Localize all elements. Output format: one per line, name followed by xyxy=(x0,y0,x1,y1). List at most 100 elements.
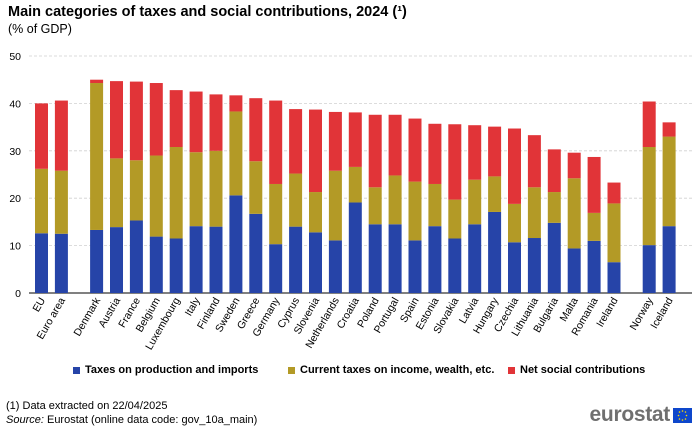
bar-germany-series-0 xyxy=(269,244,283,293)
bar-hungary-series-2 xyxy=(488,126,502,177)
x-tick-label: Denmark xyxy=(72,295,104,339)
bar-eu-series-0 xyxy=(35,233,48,293)
bar-romania-series-2 xyxy=(587,156,601,213)
y-axis-ticks: 0 10 20 30 40 50 xyxy=(9,51,21,300)
bar-finland-series-1 xyxy=(209,150,223,227)
bar-netherlands-series-0 xyxy=(328,240,342,293)
bar-greece-series-2 xyxy=(249,98,263,162)
source-text: Eurostat (online data code: gov_10a_main… xyxy=(43,414,258,426)
bar-croatia-series-2 xyxy=(348,112,362,167)
bar-spain-series-1 xyxy=(408,181,422,241)
bar-netherlands-series-1 xyxy=(328,170,342,241)
bar-france-series-2 xyxy=(129,81,143,161)
bar-belgium-series-0 xyxy=(149,236,163,293)
bar-romania-series-0 xyxy=(587,240,601,293)
bar-cyprus-series-0 xyxy=(289,226,303,293)
bar-bulgaria-series-2 xyxy=(547,149,561,193)
bar-luxembourg-series-1 xyxy=(169,147,183,239)
legend: Taxes on production and imports Current … xyxy=(0,364,700,380)
bar-sweden-series-0 xyxy=(229,195,243,293)
bars xyxy=(35,79,676,293)
bar-greece-series-1 xyxy=(249,161,263,214)
bar-sweden-series-1 xyxy=(229,111,243,196)
x-tick-label: EU xyxy=(30,296,48,315)
bar-czechia-series-0 xyxy=(508,242,521,293)
bar-cyprus-series-1 xyxy=(289,173,303,227)
bar-iceland-series-1 xyxy=(662,136,676,227)
legend-item-production: Taxes on production and imports xyxy=(73,364,258,376)
bar-czechia-series-2 xyxy=(508,128,521,204)
bar-ireland-series-2 xyxy=(607,182,621,204)
footnote: (1) Data extracted on 22/04/2025 xyxy=(6,400,168,412)
bar-france-series-0 xyxy=(129,220,143,293)
bar-ireland-series-0 xyxy=(607,262,621,293)
bar-croatia-series-1 xyxy=(348,166,362,203)
legend-swatch-social xyxy=(508,366,515,374)
bar-portugal-series-2 xyxy=(388,114,402,176)
bar-italy-series-2 xyxy=(189,91,203,153)
bar-hungary-series-0 xyxy=(488,211,502,293)
legend-label-income: Current taxes on income, wealth, etc. xyxy=(300,364,495,376)
source-label: Source: xyxy=(6,414,44,426)
y-tick-label: 20 xyxy=(9,193,21,205)
bar-belgium-series-1 xyxy=(149,155,163,237)
bar-germany-series-2 xyxy=(269,100,283,184)
bar-latvia-series-2 xyxy=(468,125,482,180)
bar-lithuania-series-2 xyxy=(527,135,541,188)
bar-belgium-series-2 xyxy=(149,83,163,156)
bar-france-series-1 xyxy=(129,160,143,221)
bar-netherlands-series-2 xyxy=(328,111,342,171)
chart-subtitle: (% of GDP) xyxy=(8,22,72,36)
bar-bulgaria-series-0 xyxy=(547,222,561,293)
bar-romania-series-1 xyxy=(587,212,601,241)
bar-greece-series-0 xyxy=(249,213,263,293)
source-line: Source: Eurostat (online data code: gov_… xyxy=(6,414,257,426)
y-tick-label: 0 xyxy=(15,288,21,300)
bar-denmark-series-2 xyxy=(90,79,104,84)
bar-ireland-series-1 xyxy=(607,203,621,263)
bar-slovenia-series-1 xyxy=(309,192,322,233)
bar-iceland-series-2 xyxy=(662,122,676,137)
legend-item-income: Current taxes on income, wealth, etc. xyxy=(288,364,494,376)
bar-cyprus-series-2 xyxy=(289,109,303,174)
bar-luxembourg-series-2 xyxy=(169,90,183,148)
y-tick-label: 40 xyxy=(9,98,21,110)
chart-title: Main categories of taxes and social cont… xyxy=(8,4,407,20)
bar-slovenia-series-0 xyxy=(309,232,322,293)
y-tick-label: 50 xyxy=(9,51,21,63)
bar-malta-series-0 xyxy=(567,248,581,293)
bar-estonia-series-0 xyxy=(428,226,442,293)
bar-poland-series-2 xyxy=(368,114,382,188)
bar-latvia-series-0 xyxy=(468,224,482,293)
bar-hungary-series-1 xyxy=(488,176,502,212)
bar-malta-series-1 xyxy=(567,178,581,249)
logo-text: eurostat xyxy=(589,403,671,426)
bar-austria-series-1 xyxy=(110,158,123,228)
bar-poland-series-0 xyxy=(368,224,382,293)
bar-lithuania-series-0 xyxy=(527,238,541,293)
bar-slovakia-series-1 xyxy=(448,199,462,239)
bar-finland-series-2 xyxy=(209,94,223,151)
eurostat-logo[interactable]: eurostat xyxy=(590,403,692,427)
bar-portugal-series-0 xyxy=(388,224,402,293)
bar-norway-series-0 xyxy=(642,245,656,293)
bar-slovakia-series-2 xyxy=(448,124,462,200)
bar-slovenia-series-2 xyxy=(309,109,322,193)
bar-poland-series-1 xyxy=(368,187,382,225)
legend-swatch-production xyxy=(73,366,80,374)
bar-denmark-series-1 xyxy=(90,83,104,230)
bar-euro-area-series-2 xyxy=(54,100,68,171)
legend-swatch-income xyxy=(288,366,295,374)
bar-slovakia-series-0 xyxy=(448,238,462,293)
bar-czechia-series-1 xyxy=(508,203,521,243)
bar-norway-series-2 xyxy=(642,101,656,148)
y-tick-label: 30 xyxy=(9,146,21,158)
bar-norway-series-1 xyxy=(642,147,656,246)
bar-austria-series-0 xyxy=(110,227,123,293)
bar-bulgaria-series-1 xyxy=(547,192,561,223)
bar-italy-series-1 xyxy=(189,152,203,227)
bar-austria-series-2 xyxy=(110,81,123,159)
bar-latvia-series-1 xyxy=(468,179,482,225)
